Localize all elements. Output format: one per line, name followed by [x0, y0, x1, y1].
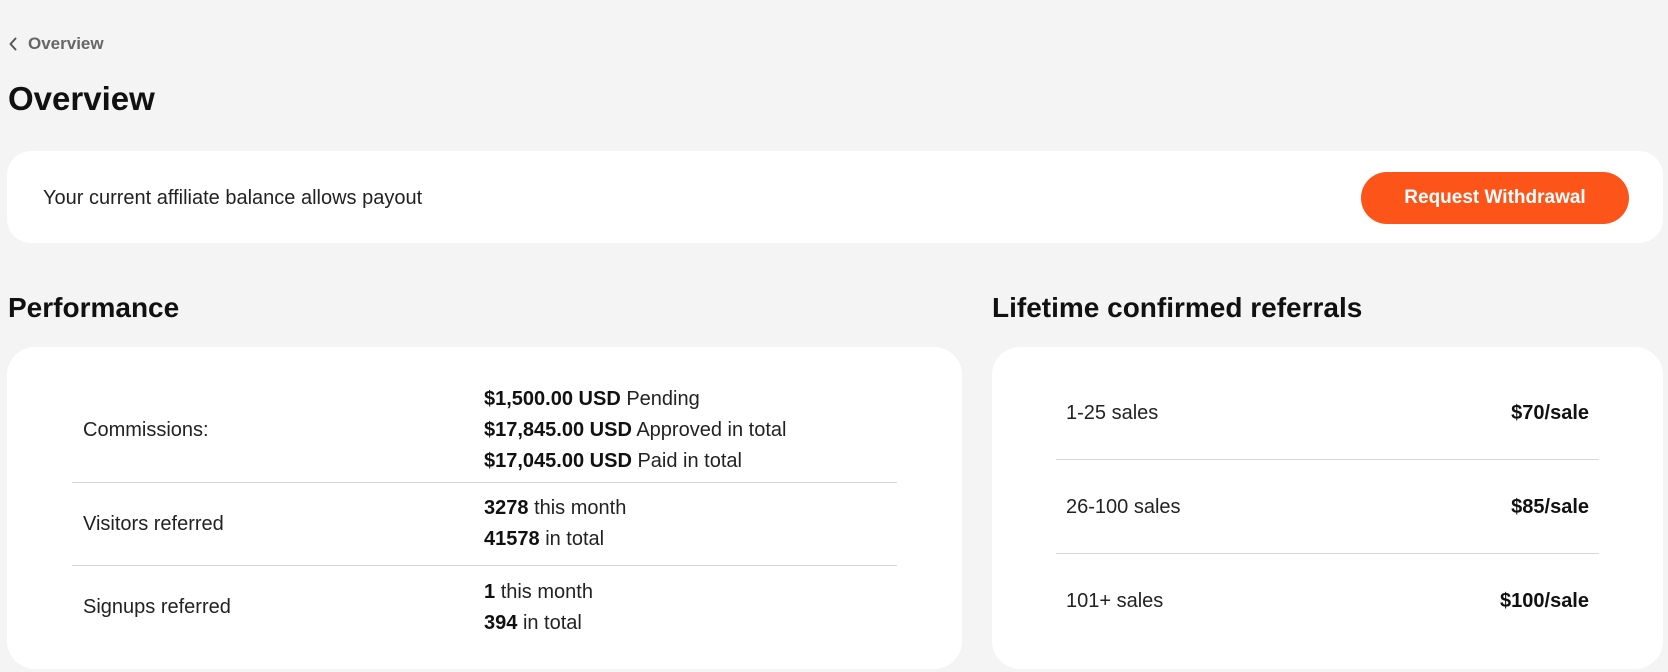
- performance-row-signups: Signups referred 1 this month 394 in tot…: [72, 566, 897, 649]
- performance-row-label: Visitors referred: [83, 512, 224, 535]
- performance-row-values: 1 this month 394 in total: [484, 577, 593, 639]
- tier-row: 26-100 sales $85/sale: [1056, 461, 1599, 554]
- tier-rate: $100/sale: [1500, 590, 1589, 612]
- commission-pending: $1,500.00 USD Pending: [484, 388, 700, 410]
- tier-label: 26-100 sales: [1066, 495, 1181, 518]
- breadcrumb-label: Overview: [28, 34, 104, 53]
- balance-message: Your current affiliate balance allows pa…: [43, 187, 423, 209]
- tier-rate: $85/sale: [1511, 495, 1589, 518]
- performance-card: Commissions: $1,500.00 USD Pending $17,8…: [7, 347, 962, 669]
- performance-row-commissions: Commissions: $1,500.00 USD Pending $17,8…: [72, 379, 897, 483]
- performance-row-label: Commissions:: [83, 419, 209, 441]
- tier-label: 101+ sales: [1066, 590, 1164, 612]
- commission-approved: $17,845.00 USD Approved in total: [484, 419, 787, 441]
- performance-row-visitors: Visitors referred 3278 this month 41578 …: [72, 483, 897, 566]
- lifetime-referrals-title: Lifetime confirmed referrals: [992, 292, 1363, 323]
- tier-row: 1-25 sales $70/sale: [1056, 367, 1599, 460]
- tier-label: 1-25 sales: [1066, 401, 1159, 424]
- performance-row-values: $1,500.00 USD Pending $17,845.00 USD App…: [484, 384, 786, 477]
- page-title: Overview: [8, 80, 155, 117]
- signups-month: 1 this month: [484, 580, 593, 603]
- tier-rate: $70/sale: [1511, 401, 1589, 424]
- signups-total: 394 in total: [484, 611, 582, 634]
- chevron-left-icon: [8, 37, 18, 51]
- performance-title: Performance: [8, 292, 180, 323]
- request-withdrawal-button[interactable]: Request Withdrawal: [1361, 172, 1629, 224]
- breadcrumb[interactable]: Overview: [8, 34, 104, 54]
- visitors-month: 3278 this month: [484, 497, 627, 519]
- balance-card: Your current affiliate balance allows pa…: [7, 151, 1663, 243]
- performance-row-values: 3278 this month 41578 in total: [484, 493, 626, 555]
- commission-paid: $17,045.00 USD Paid in total: [484, 450, 742, 472]
- performance-row-label: Signups referred: [83, 596, 231, 618]
- lifetime-referrals-card: 1-25 sales $70/sale 26-100 sales $85/sal…: [992, 347, 1663, 669]
- tier-row: 101+ sales $100/sale: [1056, 555, 1599, 648]
- visitors-total: 41578 in total: [484, 528, 605, 550]
